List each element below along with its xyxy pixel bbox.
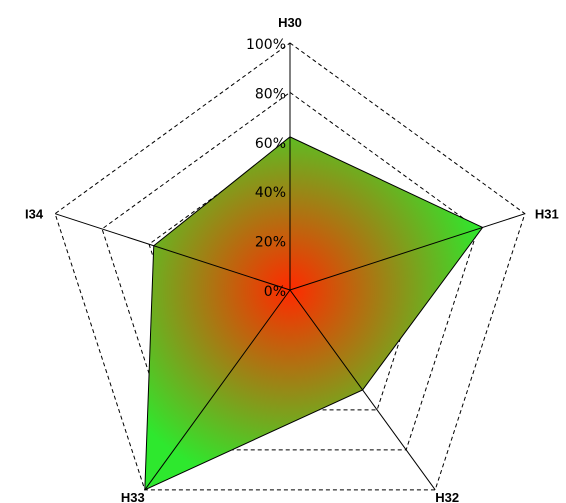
tick-label-80: 80% — [255, 86, 286, 102]
spoke-h31 — [289, 213, 526, 291]
spoke-h32 — [289, 289, 436, 491]
tick-label-20: 20% — [255, 235, 286, 251]
data-series-polygon — [144, 136, 484, 491]
tick-labels: 0% 20% 40% 60% 80% 100% — [246, 37, 286, 300]
axis-label-h30: H30 — [278, 15, 302, 30]
tick-label-40: 40% — [255, 185, 286, 201]
grid-ring-100 — [54, 42, 526, 491]
spoke-h33 — [144, 289, 291, 491]
axis-label-h33: H33 — [121, 490, 145, 503]
axis-label-h32: H32 — [435, 490, 459, 503]
axis-labels: H30 H31 H32 H33 I34 — [25, 15, 559, 503]
tick-label-100: 100% — [246, 37, 286, 53]
axis-label-i34: I34 — [25, 207, 44, 222]
grid-ring-80 — [101, 91, 479, 451]
axis-label-h31: H31 — [535, 207, 559, 222]
tick-label-60: 60% — [255, 136, 286, 152]
radar-spokes — [54, 43, 526, 491]
spoke-i34 — [54, 213, 291, 291]
tick-label-0: 0% — [264, 284, 286, 300]
